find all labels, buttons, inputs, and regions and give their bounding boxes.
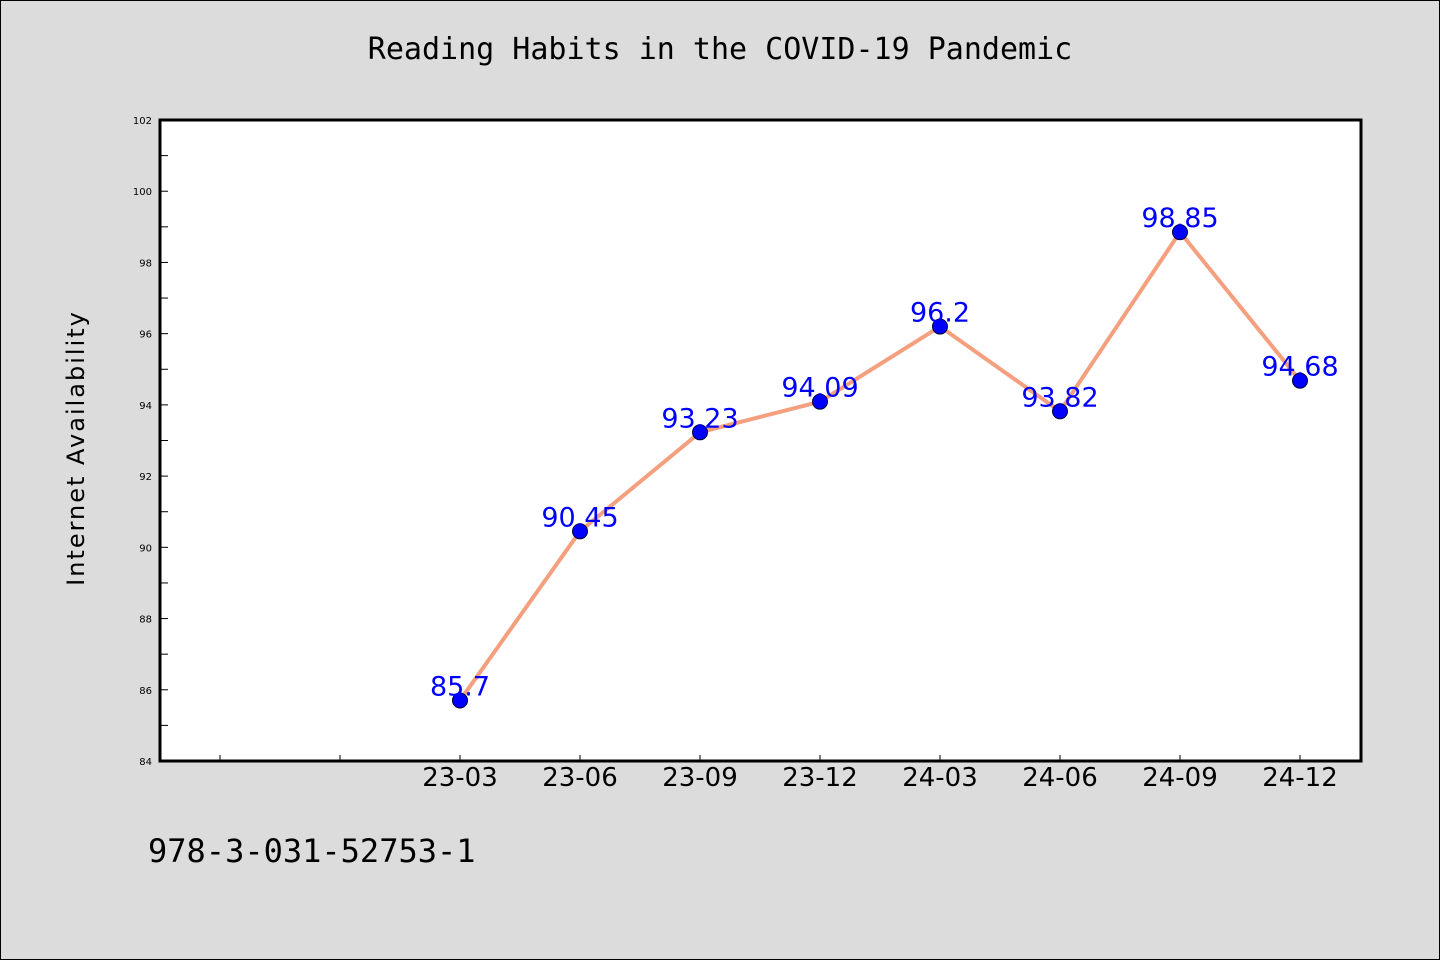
data-label: 85.7 bbox=[430, 671, 490, 702]
y-tick-label: 94 bbox=[139, 401, 152, 412]
data-label: 94.09 bbox=[781, 373, 858, 404]
data-label: 93.82 bbox=[1021, 382, 1098, 413]
x-tick-label: 24-06 bbox=[1022, 763, 1098, 793]
y-tick-label: 90 bbox=[139, 543, 152, 554]
x-tick-label: 24-12 bbox=[1262, 763, 1338, 793]
x-tick-label: 23-09 bbox=[662, 763, 738, 793]
series-line bbox=[458, 230, 1302, 703]
y-tick-label: 84 bbox=[139, 757, 152, 768]
data-label: 98.85 bbox=[1141, 203, 1218, 234]
y-tick-label: 96 bbox=[139, 330, 152, 341]
y-tick-label: 92 bbox=[139, 472, 152, 483]
x-tick-label: 23-06 bbox=[542, 763, 618, 793]
data-point bbox=[1052, 403, 1068, 420]
data-label: 90.45 bbox=[541, 502, 618, 533]
chart-title: Reading Habits in the COVID-19 Pandemic bbox=[367, 32, 1073, 67]
data-point bbox=[812, 393, 828, 410]
data-point bbox=[1292, 372, 1308, 389]
data-point bbox=[692, 424, 708, 441]
data-labels: 85.7 90.45 93.23 94.09 96.2 93.82 98.85 94.68 bbox=[430, 203, 1339, 702]
y-tick-label: 100 bbox=[133, 187, 152, 198]
x-tick-label: 23-12 bbox=[782, 763, 858, 793]
data-point bbox=[452, 692, 468, 709]
isbn-text: 978-3-031-52753-1 bbox=[148, 832, 476, 870]
x-axis-ticks: 23-03 23-06 23-09 23-12 24-03 24-06 24-09 24-12 bbox=[219, 755, 1338, 793]
y-tick-label: 102 bbox=[133, 116, 152, 127]
y-tick-label: 98 bbox=[139, 258, 152, 269]
x-tick-label: 24-03 bbox=[902, 763, 978, 793]
data-point bbox=[932, 318, 948, 335]
data-label: 94.68 bbox=[1261, 352, 1338, 383]
data-points bbox=[452, 224, 1308, 709]
data-label: 93.23 bbox=[661, 403, 738, 434]
y-tick-label: 88 bbox=[139, 615, 152, 626]
plot-area bbox=[158, 118, 1363, 763]
x-tick-label: 24-09 bbox=[1142, 763, 1218, 793]
x-tick-label: 23-03 bbox=[422, 763, 498, 793]
y-tick-label: 86 bbox=[139, 686, 152, 697]
data-point bbox=[1172, 224, 1188, 241]
y-axis-ticks: 84 86 88 90 92 94 96 98 100 102 bbox=[133, 116, 168, 768]
data-point bbox=[572, 523, 588, 540]
data-label: 96.2 bbox=[910, 298, 970, 329]
